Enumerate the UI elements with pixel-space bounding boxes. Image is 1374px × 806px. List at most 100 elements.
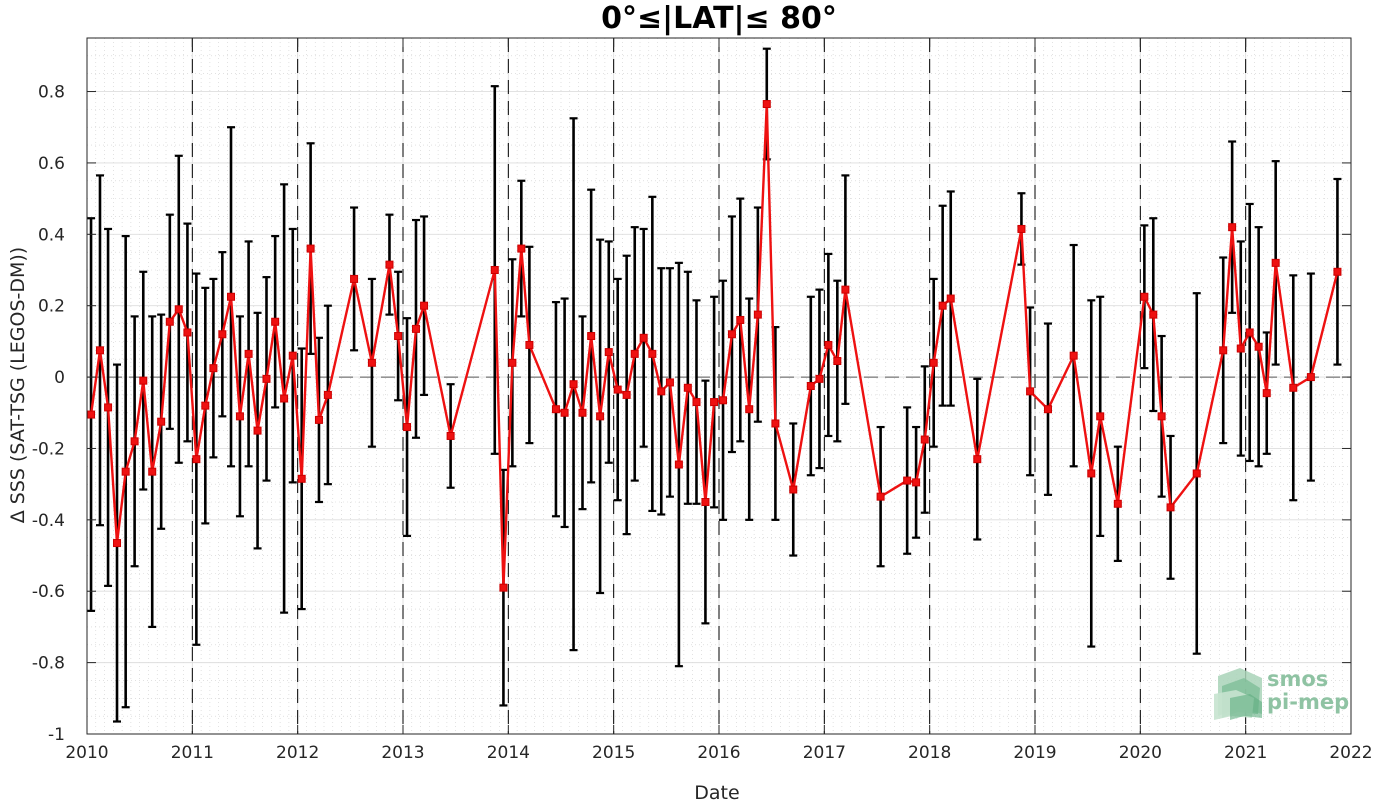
data-point-marker [113,539,122,548]
data-point-marker [771,419,780,428]
data-point-marker [1157,412,1166,421]
y-axis-label: Δ SSS (SAT-TSG (LEGOS-DM)) [7,247,29,523]
logo-line2: pi-mep [1267,690,1349,714]
data-point-marker [719,396,728,405]
data-point-marker [499,583,508,592]
data-point-marker [121,467,130,476]
data-point-marker [280,394,289,403]
data-point-marker [192,455,201,464]
data-point-marker [701,498,710,506]
data-point-marker [1096,412,1105,421]
data-point-marker [841,285,850,294]
x-tick-label: 2015 [592,743,635,763]
axes [86,37,1352,735]
x-tick-label: 2022 [1329,743,1372,763]
data-point-marker [648,349,657,358]
data-point-marker [683,383,692,392]
data-point-marker [1228,223,1237,232]
data-point-marker [912,478,921,487]
data-point-marker [446,431,455,440]
data-point-marker [1289,383,1298,392]
x-tick-label: 2020 [1119,743,1162,763]
data-point-marker [815,374,824,383]
data-point-marker [665,378,674,387]
data-point-marker [1069,351,1078,360]
data-point-marker [148,467,157,476]
tick-labels: 2010 2011 2012 2013 2014 2015 2016 2017 2018 2019… [32,83,1373,763]
data-point-marker [806,382,815,390]
logo-graphic [1214,668,1262,720]
x-tick-label: 2018 [908,743,951,763]
y-tick-label: -0.4 [32,511,65,531]
data-point-marker [587,332,596,341]
data-point-marker [727,330,736,339]
data-point-marker [604,348,613,357]
y-tick-label: 0.2 [38,297,65,317]
data-point-marker [929,358,938,367]
data-point-marker [525,340,534,349]
data-point-marker [674,460,683,469]
x-tick-label: 2013 [381,743,424,763]
y-tick-label: -0.6 [32,582,65,602]
x-tick-label: 2021 [1224,743,1267,763]
data-point-marker [87,410,96,419]
data-point-marker [1017,224,1026,233]
data-point-marker [227,292,236,301]
data-point-marker [1333,267,1342,276]
data-point-marker [1236,344,1245,353]
data-point-marker [394,332,403,341]
y-tick-label: -1 [48,725,65,745]
data-point-marker [920,435,929,444]
data-point-marker [1262,389,1271,398]
x-tick-label: 2017 [803,743,846,763]
data-point-marker [165,317,174,326]
data-point-marker [323,390,332,399]
y-tick-label: 0 [54,368,65,388]
data-point-marker [367,358,376,367]
data-point-marker [692,398,701,407]
series-markers [87,100,1342,592]
data-point-marker [833,357,842,366]
data-point-marker [411,324,420,333]
x-axis-label: Date [694,782,739,801]
data-point-marker [1306,373,1315,382]
data-point-marker [876,492,885,501]
data-point-marker [1166,503,1175,512]
data-point-marker [710,398,719,407]
data-point-marker [1219,346,1228,355]
data-point-marker [403,423,412,432]
smos-pi-mep-logo: smos pi-mep [1214,667,1349,720]
data-point-marker [973,455,982,464]
data-point-marker [1149,310,1158,319]
data-point-marker [183,328,192,337]
data-point-marker [209,364,218,373]
x-tick-label: 2012 [276,743,319,763]
data-point-marker [1043,405,1052,414]
data-point-marker [288,351,297,360]
data-point-marker [1254,342,1263,351]
data-point-marker [262,374,271,383]
data-point-marker [789,485,798,494]
data-point-marker [314,415,323,424]
y-tick-label: 0.8 [38,83,65,103]
y-tick-label: 0.6 [38,154,65,174]
data-point-marker [745,405,754,414]
data-point-marker [420,301,429,310]
data-point-marker [938,301,947,310]
chart-title: 0°≤|LAT|≤ 80° [601,1,837,36]
data-point-marker [139,376,148,385]
data-point-marker [903,476,912,485]
data-point-marker [1271,258,1280,267]
data-point-marker [104,403,113,412]
data-point-marker [130,437,139,446]
data-point-marker [95,346,104,355]
data-point-marker [762,100,771,109]
data-point-marker [578,408,587,417]
data-point-marker [517,244,526,253]
data-point-marker [218,330,227,339]
data-point-marker [253,426,262,435]
x-tick-label: 2019 [1013,743,1056,763]
data-point-marker [350,274,359,283]
